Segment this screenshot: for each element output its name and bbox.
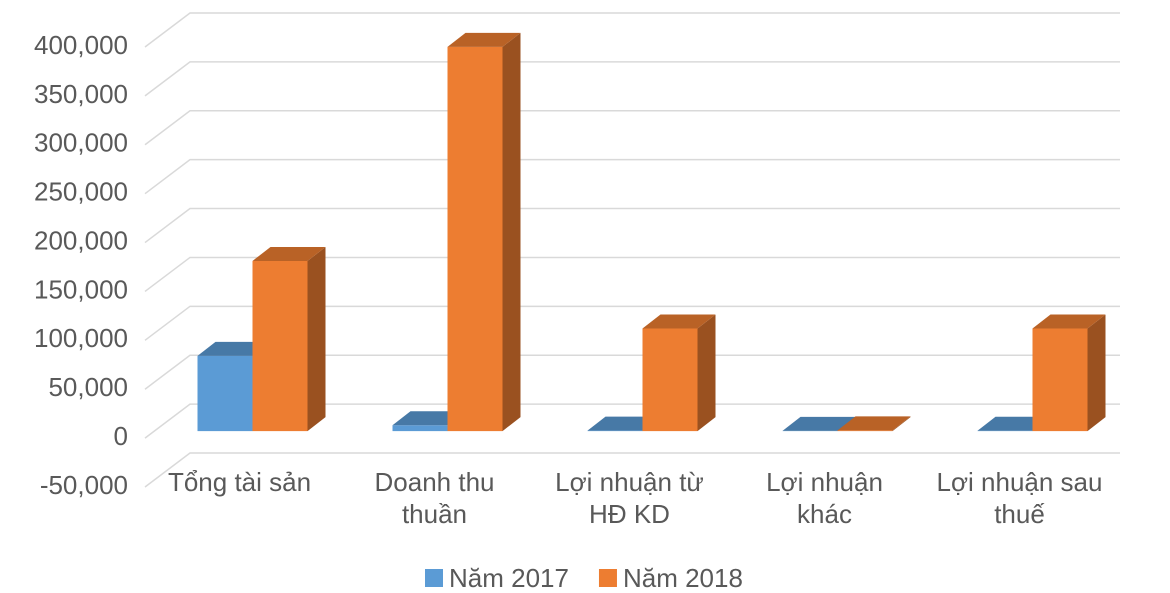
y-tick-label: -50,000 <box>40 470 128 500</box>
x-tick-label: Tổng tài sản <box>167 467 312 497</box>
y-tick-label: 150,000 <box>34 274 128 304</box>
grid-line <box>144 110 1120 146</box>
legend-label: Năm 2017 <box>449 563 569 593</box>
bar-front <box>392 425 448 432</box>
bar-top <box>252 246 326 261</box>
bar-front <box>252 260 308 432</box>
bar-top <box>392 411 466 426</box>
bar-front <box>642 328 698 432</box>
grid-line <box>144 354 1120 390</box>
bar-front <box>197 355 253 432</box>
y-tick-label: 300,000 <box>34 128 128 158</box>
bar-top <box>197 341 271 356</box>
x-tick-label: Doanh thu thuần <box>374 467 495 529</box>
y-tick-label: 250,000 <box>34 177 128 207</box>
bar-top <box>977 416 1051 431</box>
bar <box>837 416 911 432</box>
bar-side <box>307 246 326 432</box>
x-tick-label: Lợi nhuận từ HĐ KD <box>555 467 704 529</box>
grid-line <box>144 305 1120 341</box>
legend-swatch <box>598 569 617 587</box>
grid-line <box>144 403 1120 439</box>
bar <box>447 32 521 432</box>
bar-side <box>502 32 521 432</box>
bar <box>252 246 326 432</box>
bar-top <box>587 416 661 431</box>
grid-line <box>144 207 1120 244</box>
bar-top <box>782 416 856 431</box>
x-tick-label: Lợi nhuận khác <box>766 467 883 529</box>
bar-top <box>837 416 911 431</box>
legend-label: Năm 2018 <box>623 563 743 593</box>
grid-line <box>144 452 1120 488</box>
y-tick-label: 200,000 <box>34 225 128 255</box>
x-tick-label: Lợi nhuận sau thuế <box>936 467 1103 529</box>
bar-front <box>1032 328 1088 432</box>
y-tick-label: 400,000 <box>34 30 128 60</box>
bar-side <box>892 416 911 432</box>
grid-line <box>144 158 1120 195</box>
y-tick-label: 0 <box>114 421 128 451</box>
y-tick-label: 350,000 <box>34 79 128 109</box>
bar-top <box>642 314 716 329</box>
bar-top <box>447 32 521 47</box>
grid-line <box>144 12 1120 48</box>
bar-side <box>1087 314 1106 432</box>
legend-swatch <box>425 569 443 587</box>
bar-top <box>1032 314 1106 329</box>
bar-side <box>697 314 716 432</box>
bar <box>642 314 716 432</box>
bar-front <box>837 430 893 432</box>
y-tick-label: 100,000 <box>34 323 128 353</box>
bar <box>1032 314 1106 432</box>
grid-line <box>144 256 1120 293</box>
y-tick-label: 50,000 <box>48 372 128 402</box>
grid-line <box>144 61 1120 97</box>
bar-front <box>447 46 503 432</box>
